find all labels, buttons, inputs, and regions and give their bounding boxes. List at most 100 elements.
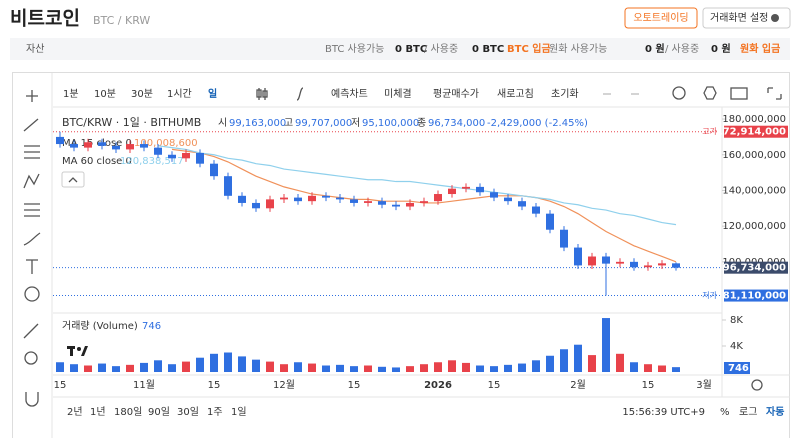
tool-button[interactable]: 새로고침	[497, 88, 534, 100]
range-button[interactable]: 2년	[67, 406, 83, 418]
candle-body	[560, 229, 568, 248]
volume-bar	[154, 360, 162, 372]
candle-body	[168, 154, 176, 159]
asset-item: 원화 사용가능	[549, 43, 607, 55]
candle-body	[140, 144, 148, 148]
tool-button[interactable]: 초기화	[551, 88, 579, 100]
y-tick-label: 160,000,000	[722, 150, 786, 161]
tool-button[interactable]: 예측차트	[331, 88, 368, 100]
title: 비트코인	[10, 8, 80, 30]
tool-button[interactable]: 평균매수가	[433, 88, 479, 100]
candle-body	[224, 176, 232, 196]
axis-settings-icon[interactable]	[751, 379, 763, 391]
price-tag	[724, 261, 788, 274]
asset-item[interactable]: BTC 입금	[507, 42, 551, 55]
asset-item: / 사용중	[665, 43, 699, 55]
candle-body	[266, 199, 274, 209]
clock: 15:56:39 UTC+9	[622, 407, 705, 418]
x-tick-label: 2026	[424, 380, 452, 391]
candle-body	[672, 263, 680, 268]
volume-bar	[252, 359, 260, 372]
candle-body	[644, 265, 652, 268]
interval-button[interactable]: 1시간	[167, 88, 192, 100]
asset-item[interactable]: 원화 입금	[740, 42, 780, 55]
asset-label: 자산	[26, 43, 44, 55]
candle-body	[238, 195, 246, 203]
tradingview-logo	[67, 346, 88, 356]
price-tag-label: 172,914,000	[716, 127, 786, 138]
candle-body	[378, 201, 386, 205]
y-tick-label: 180,000,000	[722, 114, 786, 125]
ma-value: 120,838,517	[120, 156, 184, 167]
candle-body	[462, 186, 470, 189]
auto-trade-label[interactable]: 오토트레이딩	[633, 12, 688, 24]
candle-body	[154, 147, 162, 155]
x-tick-label: 15	[208, 380, 221, 391]
drawing-tools[interactable]	[23, 90, 41, 407]
volume-bar	[490, 366, 498, 372]
interval-button[interactable]: 10분	[94, 88, 116, 100]
asset-bar	[10, 38, 790, 60]
ohlc-label: 종	[417, 117, 426, 129]
volume-bar	[168, 364, 176, 372]
x-tick-label: 11월	[133, 379, 155, 391]
range-button[interactable]: 180일	[114, 406, 142, 418]
volume-bar	[70, 364, 78, 372]
price-tag-label: 81,110,000	[723, 291, 786, 302]
price-tag	[724, 289, 788, 302]
volume-bar	[420, 364, 428, 372]
volume-bar	[280, 364, 288, 372]
candle-body	[196, 152, 204, 164]
auto-trade-button[interactable]	[624, 7, 698, 29]
axis-option[interactable]: 로그	[739, 407, 757, 418]
interval-button[interactable]: 일	[208, 87, 217, 100]
ohlc-label: 고	[284, 118, 293, 129]
range-button[interactable]: 1일	[231, 406, 247, 418]
candle-body	[658, 263, 666, 266]
volume-bar	[406, 366, 414, 372]
settings-button[interactable]	[702, 7, 791, 29]
ohlc-value: 99,163,000	[229, 118, 286, 129]
ohlc-label: 시	[218, 117, 227, 129]
volume-bar	[518, 363, 526, 372]
volume-bar	[238, 356, 246, 372]
asset-item: BTC 사용가능	[325, 43, 384, 55]
candle-body	[630, 261, 638, 268]
marker-label: 고가	[702, 127, 717, 136]
range-button[interactable]: 1주	[207, 407, 223, 418]
candle-body	[280, 197, 288, 200]
candle-body	[308, 195, 316, 202]
range-button[interactable]: 1년	[90, 406, 106, 418]
range-button[interactable]: 90일	[148, 406, 170, 418]
axis-option[interactable]: %	[720, 407, 730, 418]
candle-body	[588, 256, 596, 266]
volume-bar	[462, 362, 470, 372]
volume-bar	[84, 365, 92, 372]
candle-body	[350, 199, 358, 203]
axis-option[interactable]: 자동	[766, 405, 784, 418]
ohlc-label: 저	[351, 117, 360, 129]
volume-bar	[182, 361, 190, 372]
marker-label: 저가	[702, 291, 717, 300]
interval-button[interactable]: 1분	[63, 88, 79, 100]
volume-bar	[644, 364, 652, 372]
candle-body	[546, 213, 554, 230]
volume-last: 746	[142, 321, 161, 332]
collapse-button[interactable]	[61, 171, 85, 188]
y-tick-label: 140,000,000	[722, 185, 786, 196]
candle-body	[616, 261, 624, 264]
ma-name: MA 15 close 0	[62, 138, 132, 149]
settings-label[interactable]: 거래화면 설정	[710, 12, 768, 24]
volume-bar	[588, 355, 596, 372]
candle-body	[364, 201, 372, 203]
volume-bar	[532, 360, 540, 372]
candle-body	[56, 136, 64, 145]
range-button[interactable]: 30일	[177, 406, 199, 418]
interval-button[interactable]: 30분	[131, 88, 153, 100]
tool-button[interactable]: 미체결	[384, 88, 412, 100]
toolbar-icons[interactable]	[256, 86, 782, 101]
volume-bar	[350, 366, 358, 372]
volume-bar	[196, 357, 204, 372]
ma-line	[157, 145, 677, 226]
candle-body	[252, 202, 260, 209]
